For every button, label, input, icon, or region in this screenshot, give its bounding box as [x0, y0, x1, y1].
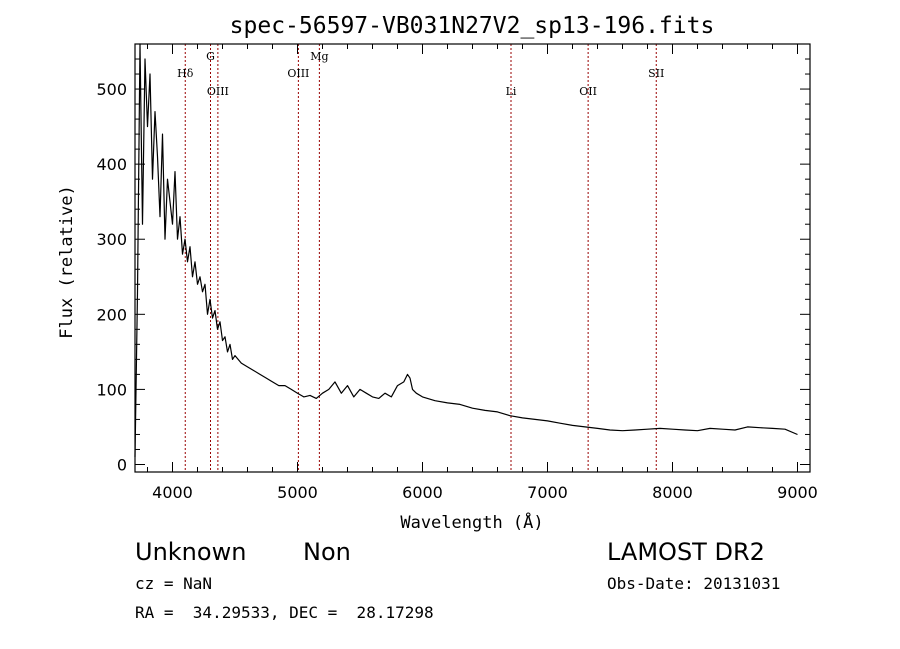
x-tick-label: 7000: [527, 483, 568, 502]
y-tick-label: 100: [96, 380, 127, 399]
y-tick-label: 200: [96, 305, 127, 324]
marker-label: OIII: [287, 67, 309, 80]
marker-label: Mg: [310, 50, 328, 63]
chart-title: spec-56597-VB031N27V2_sp13-196.fits: [230, 13, 715, 39]
object-subclass: Non: [303, 538, 351, 566]
redshift-value: cz = NaN: [135, 574, 213, 593]
y-tick-label: 0: [117, 455, 127, 474]
x-tick-label: 9000: [777, 483, 818, 502]
marker-label: OII: [579, 85, 597, 98]
marker-label: Li: [506, 85, 517, 98]
observation-date: Obs-Date: 20131031: [607, 574, 781, 593]
y-tick-label: 500: [96, 80, 127, 99]
spectrum-chart: spec-56597-VB031N27V2_sp13-196.fits Hδ G O…: [57, 13, 818, 533]
x-axis-label: Wavelength (Å): [400, 511, 543, 533]
spectrum-series-line: [134, 43, 798, 458]
marker-label: Hδ: [177, 67, 194, 80]
x-tick-label: 8000: [652, 483, 693, 502]
coordinates: RA = 34.29533, DEC = 28.17298: [135, 603, 434, 622]
x-tick-label: 6000: [402, 483, 443, 502]
marker-label: OIII: [207, 85, 229, 98]
marker-label: G: [206, 50, 215, 63]
x-tick-label: 5000: [277, 483, 318, 502]
x-tick-label: 4000: [152, 483, 193, 502]
object-class: Unknown: [135, 538, 247, 566]
survey-name: LAMOST DR2: [607, 538, 765, 566]
y-tick-label: 300: [96, 230, 127, 249]
y-axis-label: Flux (relative): [57, 185, 77, 339]
marker-label: SII: [648, 67, 664, 80]
y-tick-label: 400: [96, 155, 127, 174]
